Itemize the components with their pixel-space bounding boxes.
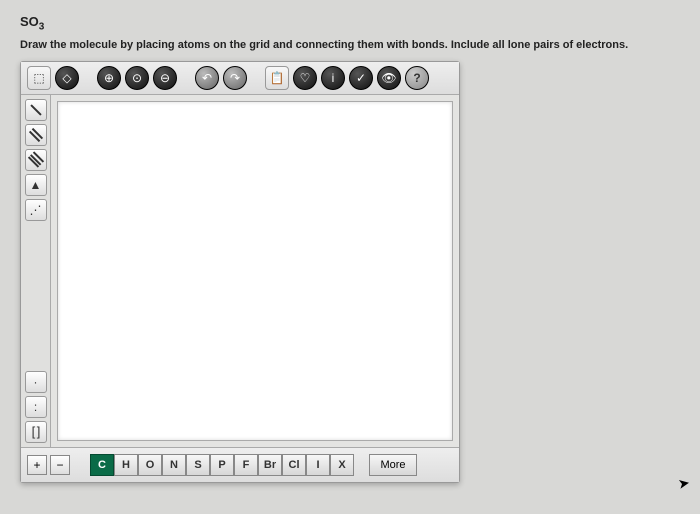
element-c-button[interactable]: C (90, 454, 114, 476)
molecule-editor: ⬚ ◇ ⊕ ⊙ ⊖ ↶ ↷ 📋 ♡ i ✓ 👁 ? ▲ ⋰ (20, 61, 460, 483)
charge-plus-button[interactable]: + (27, 455, 47, 475)
redo-icon[interactable]: ↷ (223, 66, 247, 90)
element-br-button[interactable]: Br (258, 454, 282, 476)
single-bond-icon[interactable] (25, 99, 47, 121)
zoom-fit-icon[interactable]: ⊙ (125, 66, 149, 90)
element-f-button[interactable]: F (234, 454, 258, 476)
double-bond-icon[interactable] (25, 124, 47, 146)
element-x-button[interactable]: X (330, 454, 354, 476)
paste-icon[interactable]: 📋 (265, 66, 289, 90)
help-icon[interactable]: ? (405, 66, 429, 90)
erase-icon[interactable]: ◇ (55, 66, 79, 90)
templates-icon[interactable]: ♡ (293, 66, 317, 90)
left-toolbar: ▲ ⋰ · : [ ] (21, 95, 51, 447)
drawing-canvas[interactable] (57, 101, 453, 441)
select-icon[interactable]: ⬚ (27, 66, 51, 90)
element-o-button[interactable]: O (138, 454, 162, 476)
triple-bond-icon[interactable] (25, 149, 47, 171)
element-n-button[interactable]: N (162, 454, 186, 476)
lone-pair-two-icon[interactable]: : (25, 396, 47, 418)
info-icon[interactable]: i (321, 66, 345, 90)
page-title: SO3 (20, 14, 680, 33)
instruction-text: Draw the molecule by placing atoms on th… (20, 39, 680, 51)
wedge-bond-icon[interactable]: ▲ (25, 174, 47, 196)
more-elements-button[interactable]: More (369, 454, 417, 476)
editor-body: ▲ ⋰ · : [ ] (21, 95, 459, 447)
zoom-out-icon[interactable]: ⊖ (153, 66, 177, 90)
view-icon[interactable]: 👁 (377, 66, 401, 90)
element-cl-button[interactable]: Cl (282, 454, 306, 476)
top-toolbar: ⬚ ◇ ⊕ ⊙ ⊖ ↶ ↷ 📋 ♡ i ✓ 👁 ? (21, 62, 459, 95)
lone-pair-one-icon[interactable]: · (25, 371, 47, 393)
brackets-icon[interactable]: [ ] (25, 421, 47, 443)
hash-bond-icon[interactable]: ⋰ (25, 199, 47, 221)
bottom-toolbar: + − CHONSPFBrClIX More (21, 447, 459, 482)
element-p-button[interactable]: P (210, 454, 234, 476)
element-s-button[interactable]: S (186, 454, 210, 476)
element-i-button[interactable]: I (306, 454, 330, 476)
charge-minus-button[interactable]: − (50, 455, 70, 475)
element-h-button[interactable]: H (114, 454, 138, 476)
check-icon[interactable]: ✓ (349, 66, 373, 90)
zoom-in-icon[interactable]: ⊕ (97, 66, 121, 90)
undo-icon[interactable]: ↶ (195, 66, 219, 90)
